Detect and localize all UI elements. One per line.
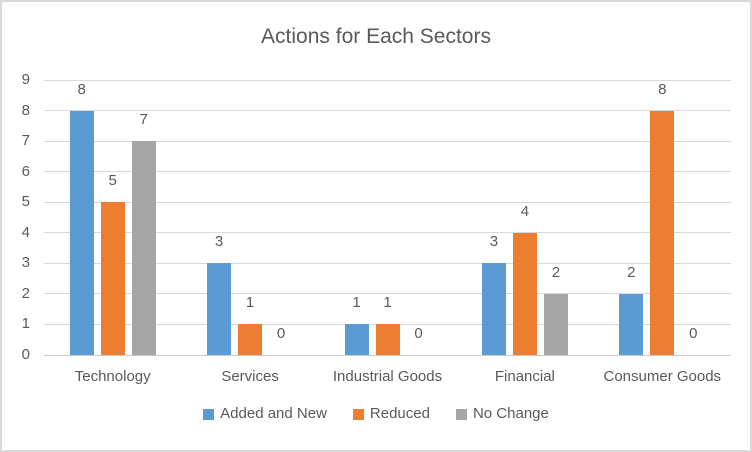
bar-added-and-new-services <box>207 263 232 355</box>
gridline <box>44 201 731 203</box>
plot-area: 0 1 2 3 4 5 6 7 8 9 8 5 7 Technology 3 1 0 Services 1 1 0 Ind… <box>22 71 731 385</box>
legend-label: No Change <box>472 405 549 422</box>
y-axis-tick-label: 0 <box>21 346 30 363</box>
data-label: 2 <box>551 263 561 281</box>
bar-added-and-new-technology <box>69 110 94 355</box>
bar-reduced-consumer-goods <box>650 110 675 355</box>
data-label: 3 <box>489 233 499 251</box>
bar-no-change-financial <box>543 293 568 355</box>
legend-label: Reduced <box>369 405 430 422</box>
bar-no-change-technology <box>131 141 156 355</box>
legend-marker-icon <box>203 408 215 420</box>
gridline <box>44 262 731 264</box>
legend-item-no-change: No Change <box>455 405 549 423</box>
legend-label: Added and New <box>220 405 327 422</box>
data-label: 7 <box>139 111 148 129</box>
y-axis-tick-label: 2 <box>21 284 30 302</box>
y-axis-tick-label: 3 <box>21 254 30 272</box>
bar-added-and-new-industrial-goods <box>344 324 369 355</box>
x-axis-category-label: Industrial Goods <box>332 368 443 385</box>
y-axis-tick-label: 1 <box>21 315 30 333</box>
gridline <box>44 140 731 142</box>
data-label: 0 <box>689 325 698 342</box>
data-label: 8 <box>658 80 667 98</box>
x-axis-line <box>44 354 731 356</box>
legend-marker-icon <box>352 408 364 420</box>
data-label: 0 <box>414 325 423 342</box>
data-label: 8 <box>77 80 86 98</box>
gridline <box>44 232 731 234</box>
legend: Added and New Reduced No Change <box>2 405 750 423</box>
bar-added-and-new-consumer-goods <box>619 293 644 355</box>
x-axis-category-label: Consumer Goods <box>603 368 722 385</box>
bar-reduced-technology <box>100 202 125 355</box>
legend-item-added-and-new: Added and New <box>203 405 327 423</box>
gridline <box>44 171 731 173</box>
bar-reduced-services <box>238 324 263 355</box>
data-label: 1 <box>383 294 392 312</box>
x-axis-category-label: Services <box>221 368 279 385</box>
y-axis-tick-label: 7 <box>21 132 30 150</box>
y-axis-tick-label: 5 <box>21 193 30 211</box>
bar-added-and-new-financial <box>481 263 506 355</box>
x-axis-category-label: Technology <box>74 368 151 385</box>
bar-reduced-industrial-goods <box>375 324 400 355</box>
data-label: 1 <box>352 294 361 312</box>
x-axis-category-label: Financial <box>494 368 555 385</box>
y-axis-tick-label: 9 <box>21 71 30 88</box>
chart-title: Actions for Each Sectors <box>261 25 491 48</box>
data-label: 0 <box>276 325 286 342</box>
y-axis-tick-label: 4 <box>21 223 30 241</box>
data-label: 5 <box>108 172 117 190</box>
legend-item-reduced: Reduced <box>352 405 430 423</box>
data-label: 3 <box>214 233 224 251</box>
data-label: 1 <box>245 294 255 312</box>
legend-marker-icon <box>455 408 467 420</box>
data-label: 4 <box>520 202 530 220</box>
gridline <box>44 110 731 112</box>
y-axis-tick-label: 6 <box>21 162 30 180</box>
gridline <box>44 293 731 295</box>
y-axis-tick-label: 8 <box>21 101 30 119</box>
data-label: 2 <box>627 263 636 281</box>
gridline <box>44 79 731 81</box>
bar-reduced-financial <box>512 232 537 355</box>
gridline <box>44 323 731 325</box>
